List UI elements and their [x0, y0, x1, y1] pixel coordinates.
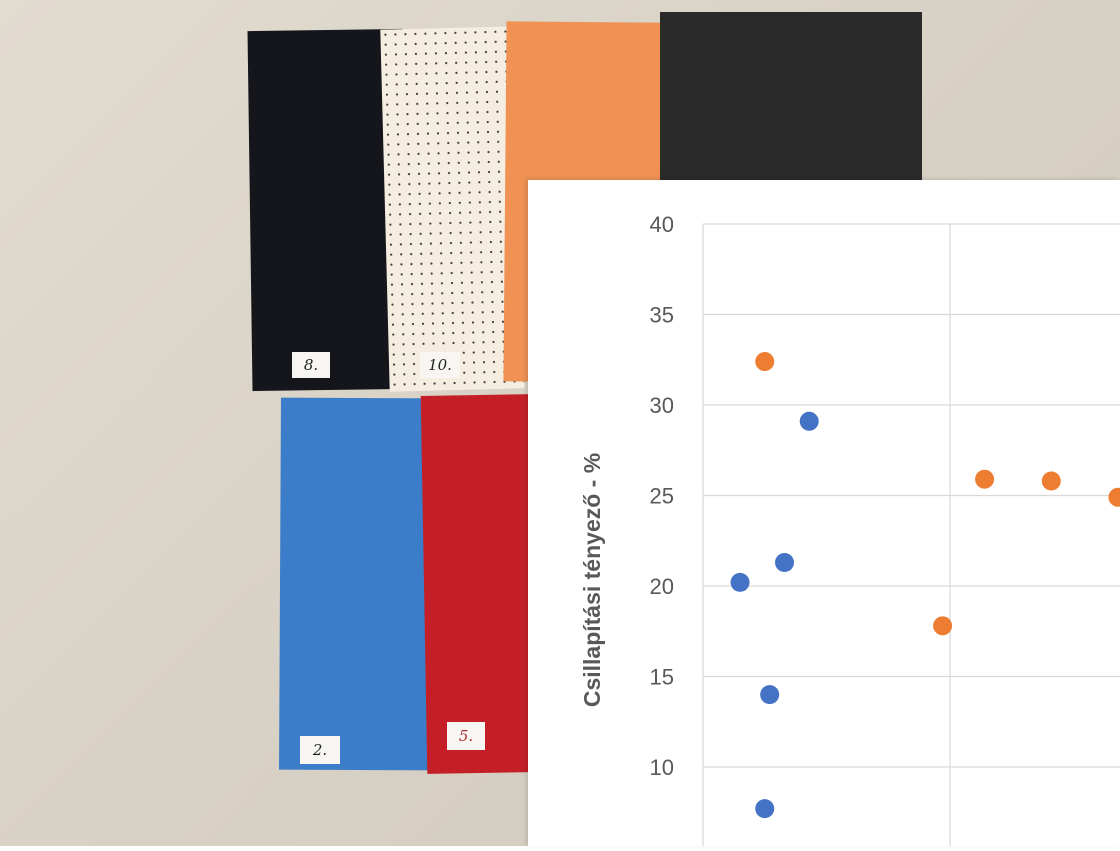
- dark-grey-sheet: [660, 12, 922, 184]
- y-tick-label: 15: [650, 665, 674, 690]
- y-axis-title: Csillapítási tényező - %: [579, 453, 605, 707]
- data-point: [933, 616, 953, 636]
- y-tick-label: 30: [650, 393, 674, 418]
- red-sheet: [420, 394, 538, 774]
- chart-panel: 10 15 20 25 30 35 40 Csillapítási tényező - %: [528, 180, 1120, 846]
- y-tick-label: 40: [650, 212, 674, 237]
- y-tick-label: 25: [650, 484, 674, 509]
- data-point: [799, 411, 819, 431]
- point-layer: [730, 352, 1120, 819]
- data-point: [730, 572, 750, 592]
- y-tick-label: 10: [650, 755, 674, 780]
- sheet-label-5: 5.: [447, 722, 485, 750]
- data-point: [760, 685, 780, 705]
- scatter-chart: 10 15 20 25 30 35 40 Csillapítási tényező - %: [579, 212, 1120, 846]
- grid-layer: [702, 223, 1120, 846]
- data-point: [975, 469, 995, 489]
- tick-layer: 10 15 20 25 30 35 40: [650, 212, 674, 780]
- data-point: [755, 352, 775, 372]
- blue-sheet: [279, 397, 441, 771]
- sheet-label-10: 10.: [420, 352, 460, 378]
- sheet-label-8: 8.: [292, 352, 330, 378]
- sheet-label-2: 2.: [300, 736, 340, 764]
- data-point: [1108, 487, 1120, 507]
- data-point: [1041, 471, 1061, 491]
- y-tick-label: 20: [650, 574, 674, 599]
- y-tick-label: 35: [650, 303, 674, 328]
- data-point: [775, 552, 795, 572]
- data-point: [755, 799, 775, 819]
